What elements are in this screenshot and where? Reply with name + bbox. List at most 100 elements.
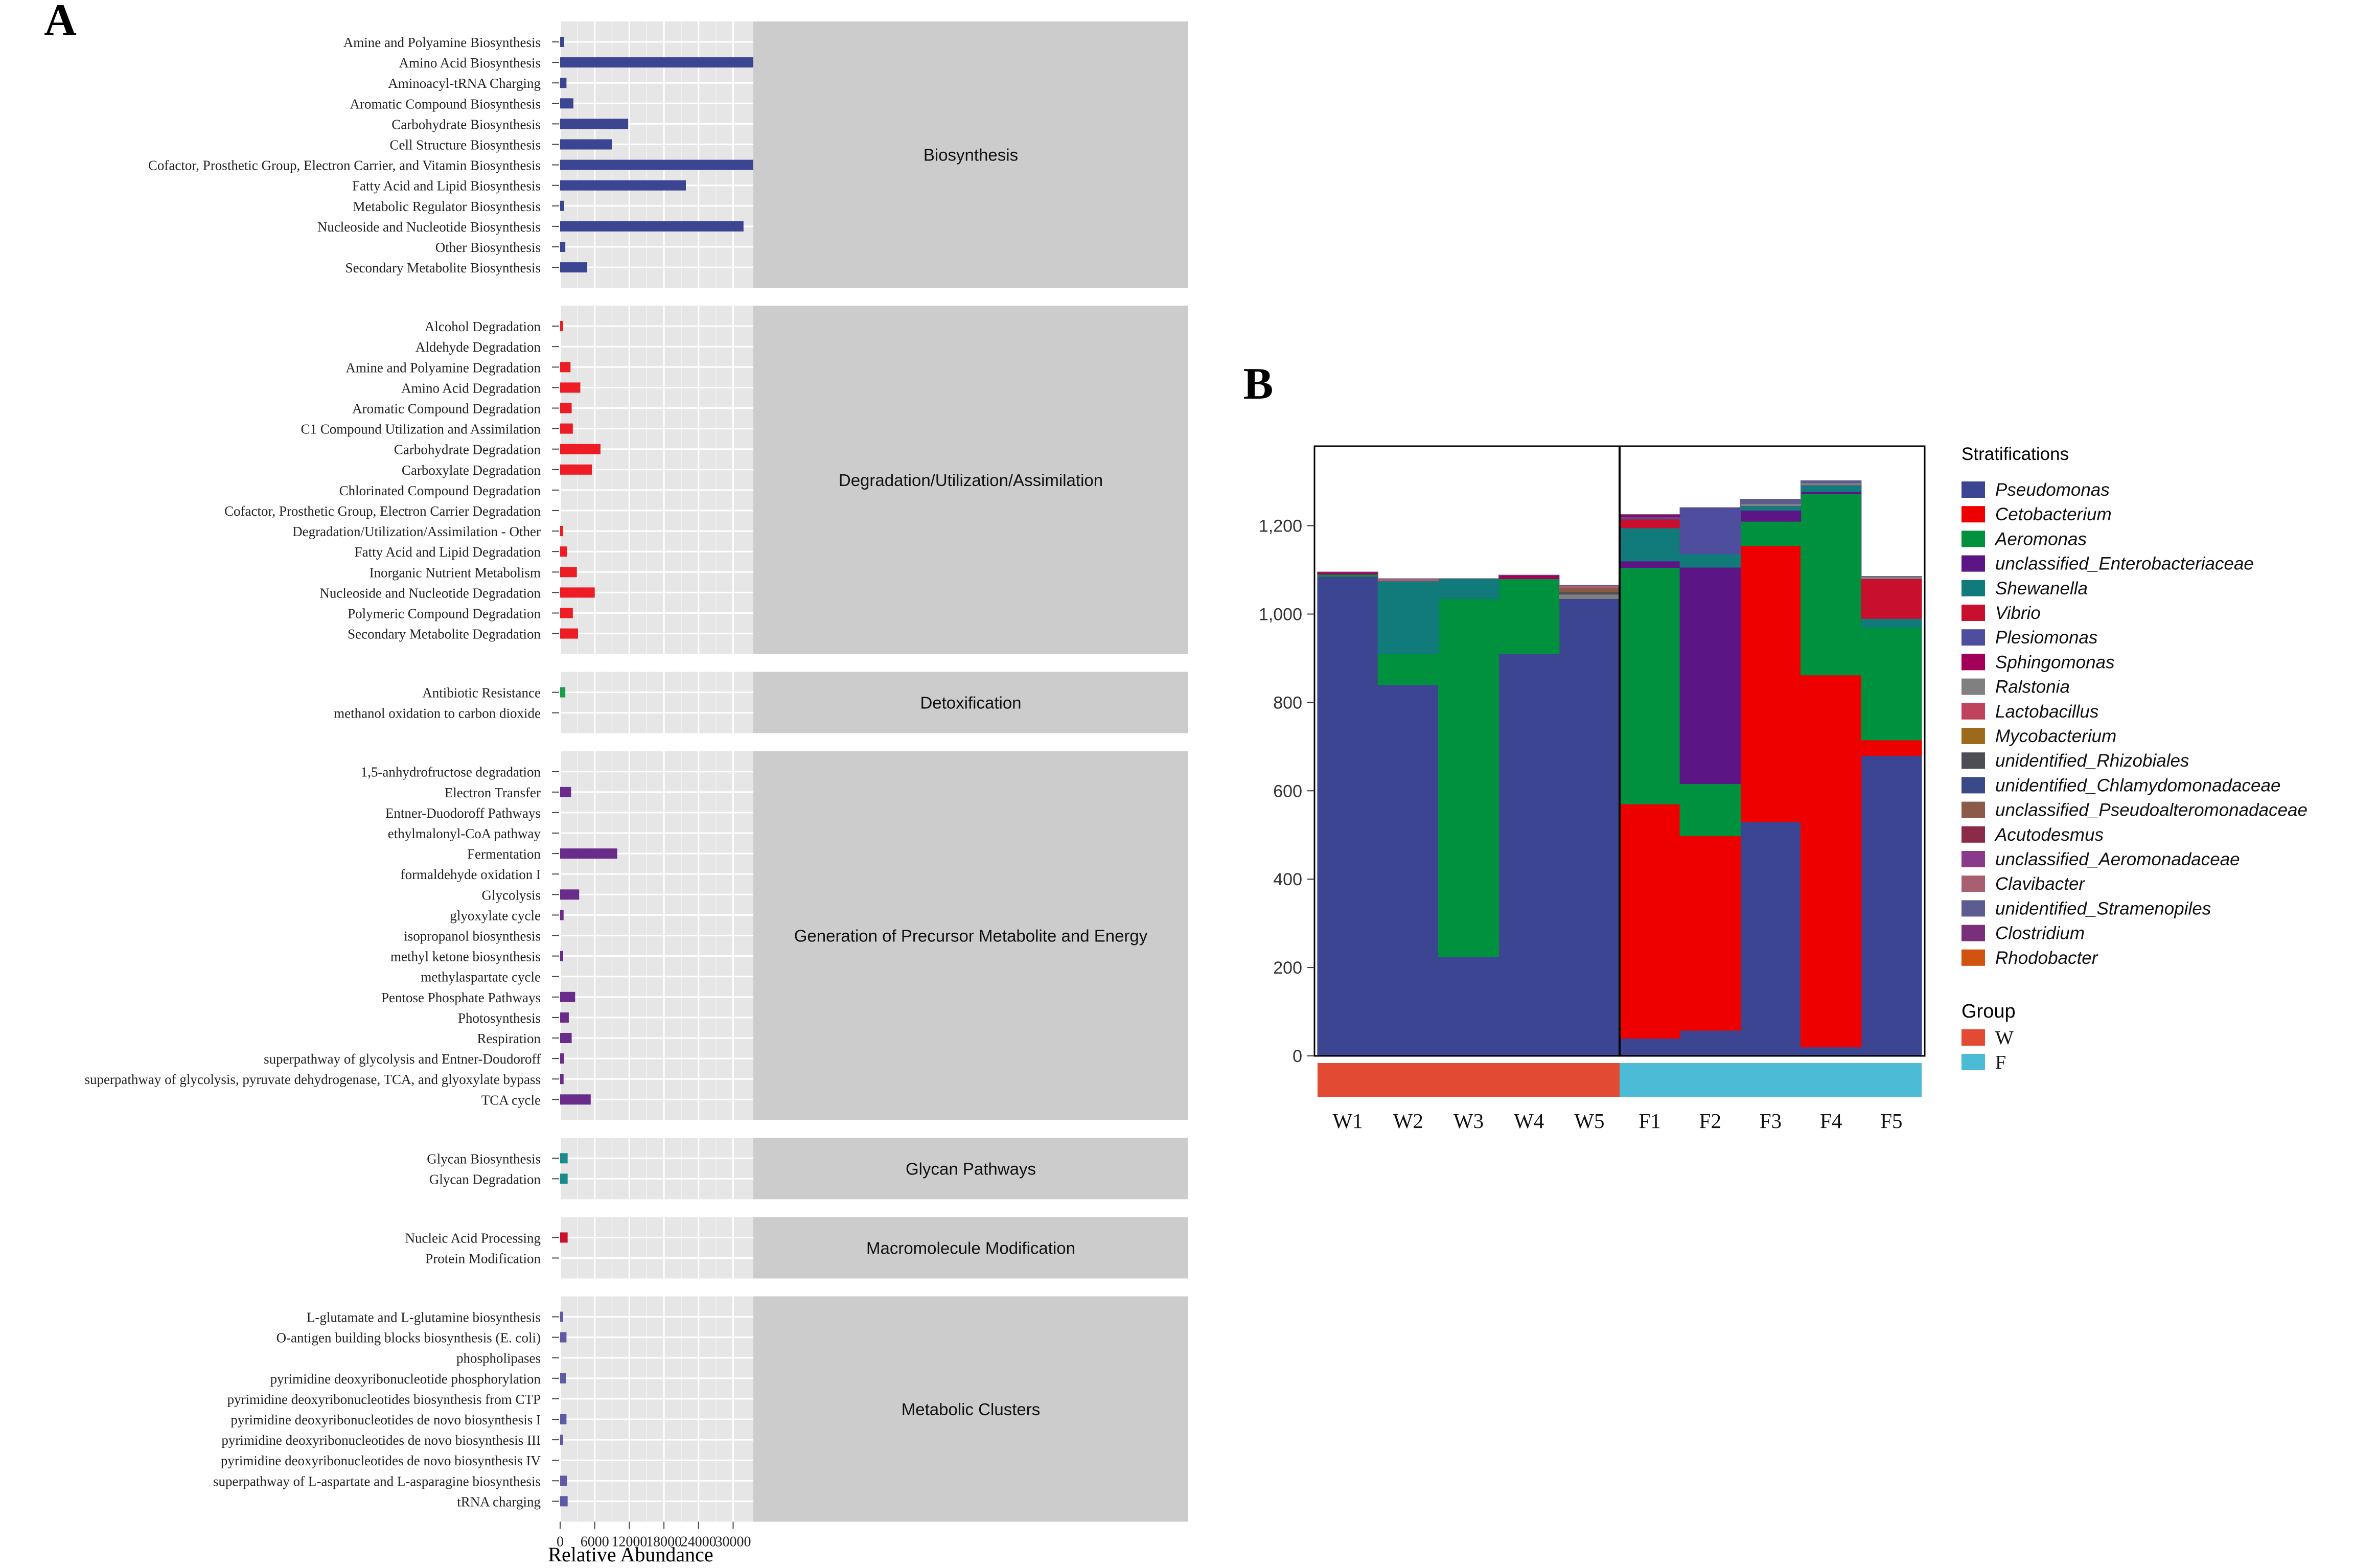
panel-b: B 0 200 400 600 800 1,000 1,200 W1 W2 W3 W4 W5 F1 F2 F… (1243, 359, 2307, 1133)
legend-swatch (1961, 555, 1985, 572)
category-label: Amino Acid Degradation (401, 380, 541, 396)
panel-a-label: A (44, 0, 77, 45)
group-bar-w (1318, 1063, 1620, 1097)
bar-pyrimidine-deoxyribonucleotide-phosphorylation (560, 1373, 566, 1383)
bar-fatty-acid-and-lipid-degradation (560, 546, 567, 557)
category-label: phospholipases (456, 1351, 541, 1366)
category-label: 1,5-anhydrofructose degradation (361, 765, 541, 780)
legend-label: unclassified_Pseudoalteromonadaceae (1995, 800, 2307, 820)
legend-item-pseudomonas: Pseudomonas (1961, 480, 2110, 500)
bar-aminoacyl-trna-charging (560, 78, 567, 88)
legend-item-unidentified-chlamydomonadaceae: unidentified_Chlamydomonadaceae (1961, 775, 2280, 795)
legend-item-acutodesmus: Acutodesmus (1961, 825, 2104, 845)
x-tick-label: 0 (557, 1534, 564, 1550)
bar-pentose-phosphate-pathways (560, 991, 575, 1002)
legend-label: Acutodesmus (1994, 825, 2104, 845)
facet-strip-label: Metabolic Clusters (902, 1400, 1040, 1419)
legend-item-lactobacillus: Lactobacillus (1961, 702, 2098, 722)
bar-respiration (560, 1033, 572, 1043)
category-label: pyrimidine deoxyribonucleotides de novo … (230, 1412, 541, 1427)
bar-carbohydrate-degradation (560, 444, 601, 454)
category-label: pyrimidine deoxyribonucleotide phosphory… (270, 1371, 541, 1387)
bar-fatty-acid-and-lipid-biosynthesis (560, 180, 686, 191)
facet-glycan-pathways: Glycan Biosynthesis Glycan Degradation Gly… (427, 1138, 1188, 1200)
facet-biosynthesis: Amine and Polyamine Biosynthesis Amino Ac… (148, 21, 1188, 288)
legend-item-aeromonas: Aeromonas (1961, 529, 2087, 549)
bar-o-antigen-building-blocks-biosynthesis-e-coli (560, 1332, 567, 1343)
facet-panel-background (560, 1217, 753, 1279)
legend-label: Clavibacter (1995, 874, 2085, 894)
bar-nucleoside-and-nucleotide-degradation (560, 587, 595, 598)
category-label: isopropanol biosynthesis (404, 929, 541, 944)
facet-strip (753, 1217, 1188, 1279)
category-label: Aromatic Compound Degradation (352, 401, 541, 417)
bar-electron-transfer (560, 787, 571, 797)
panel-a: A Amine and Polyamine Biosynthesis Amino … (44, 0, 1188, 1566)
legend-swatch (1961, 752, 1985, 769)
group-legend-title: Group (1961, 1001, 2016, 1022)
bar-glycolysis (560, 889, 580, 900)
bar-secondary-metabolite-biosynthesis (560, 262, 588, 273)
category-label: Aminoacyl-tRNA Charging (388, 76, 541, 91)
legend-swatch (1961, 851, 1985, 867)
bar-metabolic-regulator-biosynthesis (560, 200, 564, 211)
bar-amino-acid-biosynthesis (560, 57, 753, 68)
category-label: Fermentation (467, 846, 541, 862)
facet-strip (753, 672, 1188, 733)
category-label: Chlorinated Compound Degradation (339, 483, 541, 498)
bar-glycan-degradation (560, 1173, 568, 1184)
x-tick-label: 12000 (611, 1534, 647, 1550)
legend-item-unidentified-rhizobiales: unidentified_Rhizobiales (1961, 751, 2189, 771)
facet-metabolic-clusters: L-glutamate and L-glutamine biosynthesis… (213, 1296, 1188, 1522)
category-label: Carbohydrate Degradation (394, 442, 541, 457)
bar-antibiotic-resistance (560, 687, 566, 698)
category-label: C1 Compound Utilization and Assimilation (301, 422, 541, 437)
legend-swatch (1961, 826, 1985, 843)
category-label: Antibiotic Resistance (422, 685, 541, 701)
bar-tca-cycle (560, 1094, 591, 1105)
legend-item-vibrio: Vibrio (1961, 603, 2041, 623)
legend-swatch (1961, 925, 1985, 941)
legend-swatch (1961, 801, 1985, 818)
legend-item-clostridium: Clostridium (1961, 924, 2085, 943)
facet-strip-label: Generation of Precursor Metabolite and E… (794, 927, 1148, 946)
legend-swatch (1961, 875, 1985, 892)
facet-strip-label: Glycan Pathways (906, 1159, 1036, 1178)
category-label: Metabolic Regulator Biosynthesis (353, 199, 541, 214)
x-tick-label: 24000 (681, 1534, 717, 1550)
facet-strip-label: Degradation/Utilization/Assimilation (839, 471, 1103, 490)
category-label: Nucleoside and Nucleotide Biosynthesis (317, 219, 541, 235)
bar-aromatic-compound-degradation (560, 403, 572, 413)
facet-panel-background (560, 306, 753, 654)
panel-b-label: B (1243, 359, 1274, 409)
category-label: Amino Acid Biosynthesis (399, 55, 541, 71)
y-tick-label: 400 (1273, 870, 1302, 889)
category-label: Entner-Duodoroff Pathways (385, 805, 541, 821)
legend-swatch (1961, 605, 1985, 621)
sample-label: F1 (1638, 1109, 1660, 1133)
facet-panel-background (560, 672, 753, 733)
bar-superpathway-of-l-aspartate-and-l-asparagine-biosynthesis (560, 1475, 567, 1486)
category-label: methanol oxidation to carbon dioxide (334, 706, 541, 721)
legend-item-shewanella: Shewanella (1961, 579, 2088, 598)
category-label: Polymeric Compound Degradation (348, 606, 541, 621)
category-label: O-antigen building blocks biosynthesis (… (276, 1330, 541, 1346)
category-label: Other Biosynthesis (435, 240, 541, 255)
category-label: Photosynthesis (458, 1010, 541, 1026)
legend-swatch (1961, 900, 1985, 917)
category-label: Carbohydrate Biosynthesis (391, 117, 541, 132)
category-label: Glycan Degradation (429, 1171, 541, 1187)
sample-label: F3 (1760, 1109, 1782, 1133)
facet-strip (753, 1138, 1188, 1200)
y-tick-label: 600 (1273, 781, 1302, 801)
facet-strip-label: Detoxification (920, 694, 1021, 712)
x-tick-label: 18000 (646, 1534, 682, 1550)
sample-label: W3 (1453, 1109, 1484, 1133)
bar-other-biosynthesis (560, 242, 566, 252)
category-label: methyl ketone biosynthesis (390, 949, 541, 964)
group-legend-label: W (1995, 1027, 2014, 1049)
legend-swatch (1961, 678, 1985, 695)
legend-item-unclassified-enterobacteriaceae: unclassified_Enterobacteriaceae (1961, 554, 2254, 574)
legend-swatch (1961, 481, 1985, 498)
category-label: Aromatic Compound Biosynthesis (350, 96, 541, 111)
